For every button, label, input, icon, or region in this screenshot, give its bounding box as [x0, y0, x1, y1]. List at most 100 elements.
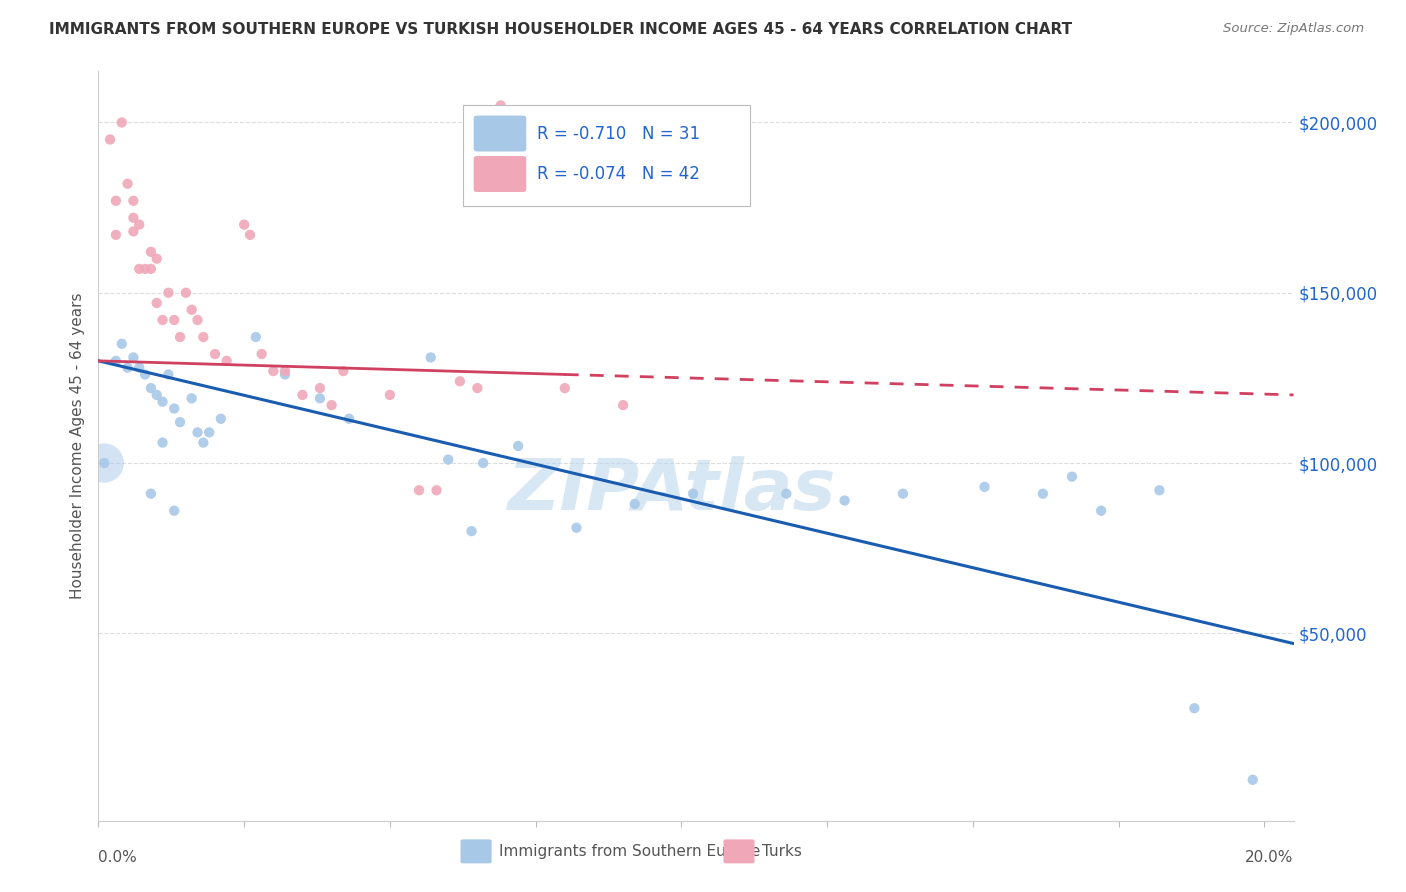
FancyBboxPatch shape [474, 156, 526, 192]
Point [186, 425, 208, 440]
Point [139, 244, 162, 259]
Point [139, 381, 162, 395]
Point [180, 302, 202, 317]
Point [93, 456, 115, 470]
Point [104, 194, 127, 208]
Point [425, 483, 447, 498]
Point [169, 330, 191, 344]
Point [193, 435, 215, 450]
Point [612, 398, 634, 412]
Point [554, 381, 576, 395]
Point [93, 456, 115, 470]
Point [139, 486, 162, 500]
Text: R = -0.710   N = 31: R = -0.710 N = 31 [537, 125, 700, 143]
Point [157, 368, 180, 382]
Point [1060, 469, 1083, 483]
Point [408, 483, 430, 498]
Point [1090, 504, 1112, 518]
Text: 0.0%: 0.0% [98, 850, 138, 865]
Text: Immigrants from Southern Europe: Immigrants from Southern Europe [499, 844, 761, 859]
Text: IMMIGRANTS FROM SOUTHERN EUROPE VS TURKISH HOUSEHOLDER INCOME AGES 45 - 64 YEARS: IMMIGRANTS FROM SOUTHERN EUROPE VS TURKI… [49, 22, 1073, 37]
Point [152, 313, 174, 327]
Point [245, 330, 267, 344]
Point [193, 330, 215, 344]
Point [437, 452, 460, 467]
Point [157, 285, 180, 300]
Point [233, 218, 256, 232]
Point [239, 227, 262, 242]
Point [139, 261, 162, 276]
FancyBboxPatch shape [724, 839, 755, 863]
Point [378, 388, 401, 402]
Point [209, 411, 232, 425]
Point [973, 480, 995, 494]
Point [134, 368, 156, 382]
Point [891, 486, 914, 500]
Point [174, 285, 197, 300]
Point [111, 115, 134, 129]
Point [122, 351, 145, 365]
Point [122, 211, 145, 225]
Point [508, 439, 530, 453]
FancyBboxPatch shape [461, 839, 492, 863]
Point [134, 261, 156, 276]
Point [250, 347, 273, 361]
Point [128, 218, 150, 232]
Point [262, 364, 284, 378]
Point [682, 486, 704, 500]
Point [163, 504, 186, 518]
Point [204, 347, 226, 361]
Point [1149, 483, 1171, 498]
Point [128, 261, 150, 276]
Point [111, 336, 134, 351]
Point [104, 227, 127, 242]
Text: ZIPAtlas: ZIPAtlas [508, 457, 837, 525]
Point [104, 354, 127, 368]
FancyBboxPatch shape [474, 116, 526, 152]
Point [145, 388, 167, 402]
FancyBboxPatch shape [463, 105, 749, 206]
Point [198, 425, 221, 440]
Point [291, 388, 314, 402]
Point [321, 398, 343, 412]
Point [467, 381, 489, 395]
Point [1184, 701, 1206, 715]
Point [274, 364, 297, 378]
Point [332, 364, 354, 378]
Point [337, 411, 360, 425]
Point [180, 392, 202, 406]
Point [186, 313, 208, 327]
Point [1032, 486, 1054, 500]
Text: 20.0%: 20.0% [1246, 850, 1294, 865]
Point [163, 401, 186, 416]
Point [419, 351, 441, 365]
Point [98, 132, 121, 146]
Point [460, 524, 482, 538]
Point [472, 456, 495, 470]
Point [163, 313, 186, 327]
Point [122, 224, 145, 238]
Point [274, 368, 297, 382]
Point [117, 177, 139, 191]
Y-axis label: Householder Income Ages 45 - 64 years: Householder Income Ages 45 - 64 years [70, 293, 86, 599]
Point [565, 521, 588, 535]
Point [309, 381, 332, 395]
Point [489, 98, 512, 112]
Text: Source: ZipAtlas.com: Source: ZipAtlas.com [1223, 22, 1364, 36]
Point [145, 252, 167, 266]
Point [169, 415, 191, 429]
Point [152, 435, 174, 450]
Point [834, 493, 856, 508]
Text: R = -0.074   N = 42: R = -0.074 N = 42 [537, 165, 700, 183]
Point [449, 374, 471, 388]
Point [152, 394, 174, 409]
Point [145, 296, 167, 310]
Point [775, 486, 797, 500]
Point [215, 354, 238, 368]
Point [623, 497, 645, 511]
Point [309, 392, 332, 406]
Point [117, 360, 139, 375]
Point [128, 360, 150, 375]
Text: Turks: Turks [762, 844, 801, 859]
Point [122, 194, 145, 208]
